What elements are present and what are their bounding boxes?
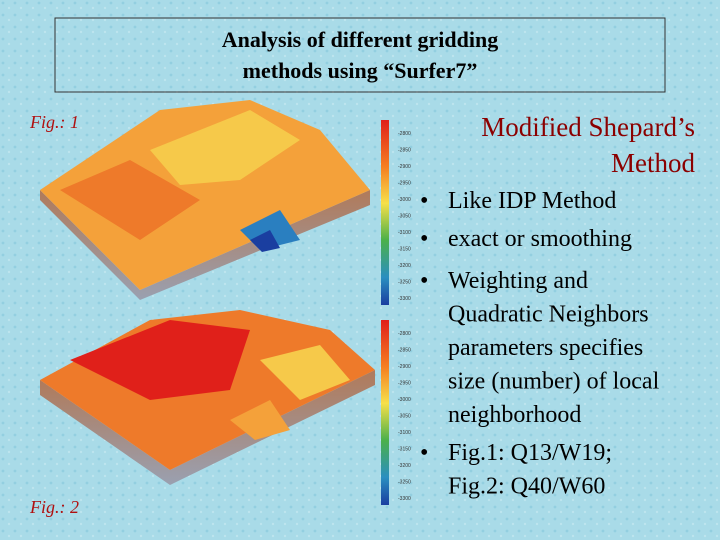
figure-1: Fig.: 1 — [29, 100, 389, 305]
scale-label: -3000 — [398, 197, 411, 203]
scale-label: -2800 — [398, 131, 411, 137]
figure-label: Fig.: 2 — [29, 497, 79, 517]
heading: Modified Shepard’s — [481, 112, 695, 142]
bullet-text: Like IDP Method — [448, 188, 616, 214]
scale-label: -3300 — [398, 496, 411, 502]
scale-label: -2950 — [398, 381, 411, 387]
scale-label: -3200 — [398, 463, 411, 469]
scale-label: -3250 — [398, 480, 411, 486]
figure-2: Fig.: 2 — [29, 310, 389, 517]
bullet-dot: • — [420, 226, 428, 252]
scale-label: -2850 — [398, 148, 411, 154]
bullet-text: Fig.2: Q40/W60 — [448, 474, 605, 500]
scale-label: -3000 — [398, 397, 411, 403]
scale-label: -3100 — [398, 430, 411, 436]
bullet-text: parameters specifies — [448, 335, 643, 361]
scale-label: -3100 — [398, 230, 411, 236]
scale-label: -3050 — [398, 214, 411, 220]
bullet-text: Quadratic Neighbors — [448, 302, 649, 328]
scale-label: -2950 — [398, 181, 411, 187]
heading: Method — [611, 148, 695, 178]
scale-label: -2800 — [398, 331, 411, 337]
bullet-text: Weighting and — [448, 268, 588, 294]
bullet-dot: • — [420, 440, 428, 466]
scale-label: -3150 — [398, 247, 411, 253]
bullet-text: Fig.1: Q13/W19; — [448, 440, 612, 466]
title: methods using “Surfer7” — [243, 58, 478, 83]
scale-label: -3150 — [398, 447, 411, 453]
scale-label: -3300 — [398, 296, 411, 302]
scale-label: -2850 — [398, 348, 411, 354]
title: Analysis of different gridding — [222, 27, 498, 52]
scale-label: -3250 — [398, 280, 411, 286]
scale-label: -2900 — [398, 364, 411, 370]
figure-label: Fig.: 1 — [29, 112, 79, 132]
scale-label: -3200 — [398, 263, 411, 269]
scale-label: -2900 — [398, 164, 411, 170]
title-box — [54, 17, 666, 93]
bullet-text: neighborhood — [448, 402, 581, 428]
scale-label: -3050 — [398, 414, 411, 420]
bullet-dot: • — [420, 188, 428, 214]
bullet-text: exact or smoothing — [448, 226, 632, 252]
bullet-text: size (number) of local — [448, 369, 660, 395]
bullet-dot: • — [420, 268, 428, 294]
